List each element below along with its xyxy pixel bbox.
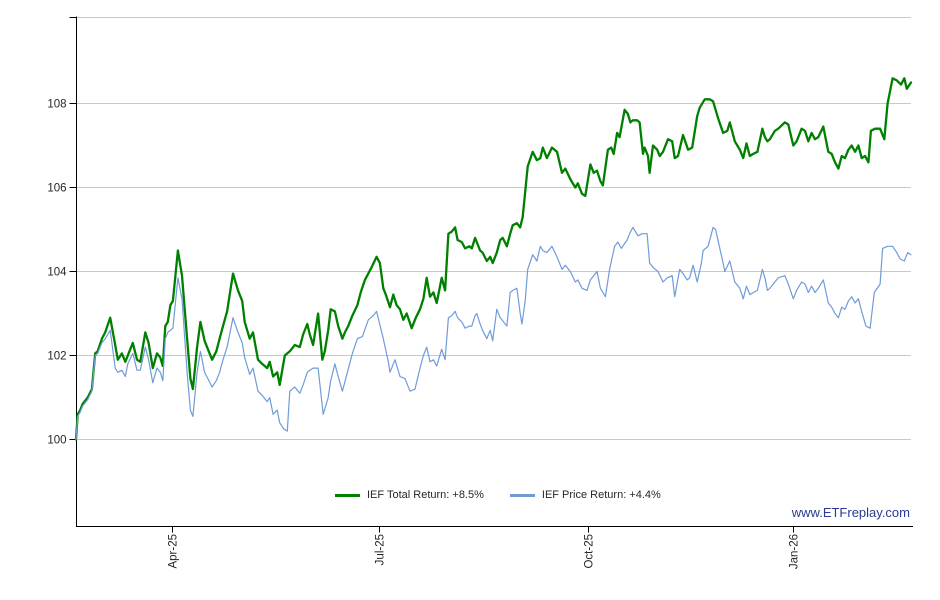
y-tick-label: 108 (47, 99, 66, 111)
x-tick-label: Jan-26 (789, 534, 801, 569)
watermark-text: www.ETFreplay.com (791, 505, 910, 520)
y-tick-label: 102 (47, 351, 66, 363)
y-tick-label: 100 (47, 435, 66, 447)
chart-legend: IEF Total Return: +8.5% IEF Price Return… (335, 489, 661, 501)
legend-item-price-return: IEF Price Return: +4.4% (509, 489, 661, 501)
x-tick-label: Jul-25 (375, 534, 387, 565)
legend-item-total-return: IEF Total Return: +8.5% (335, 489, 484, 501)
price-return-line (75, 226, 912, 441)
price-return-swatch (509, 493, 535, 497)
total-return-swatch (335, 493, 360, 497)
x-tick-label: Oct-25 (584, 534, 596, 569)
y-tick-label: 106 (47, 183, 66, 195)
x-tick-label: Apr-25 (168, 534, 180, 569)
y-tick-label: 104 (47, 267, 67, 279)
total-return-label: IEF Total Return: +8.5% (367, 489, 484, 501)
price-return-label: IEF Price Return: +4.4% (541, 489, 661, 501)
total-return-line (74, 77, 913, 441)
